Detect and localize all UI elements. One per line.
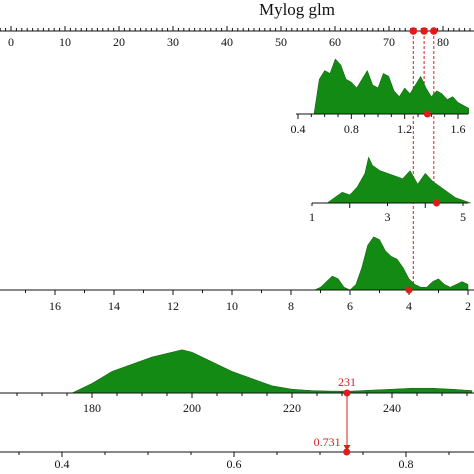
density-b-tick-label: 3 (385, 210, 391, 224)
reversed-scale-tick-label: 14 (108, 299, 120, 313)
value-scale-area (71, 349, 473, 394)
top-scale-tick-label: 70 (383, 35, 395, 49)
reversed-scale-tick-label: 16 (49, 299, 61, 313)
reversed-scale-area (314, 236, 469, 291)
bottom-scale-marker (343, 448, 351, 456)
top-scale-tick-label: 20 (113, 35, 125, 49)
bottom-scale-tick-label: 0.6 (227, 457, 242, 471)
reversed-scale-tick-label: 8 (288, 299, 294, 313)
bottom-scale-tick-label: 0.8 (399, 457, 414, 471)
value-marker-label: 231 (338, 375, 356, 389)
value-scale-tick-label: 220 (283, 401, 301, 415)
value-scale-tick-label: 240 (383, 401, 401, 415)
reversed-scale-tick-label: 4 (406, 299, 412, 313)
top-scale-tick-label: 50 (275, 35, 287, 49)
density-b-marker (433, 199, 441, 207)
tick-labels: 0 10 20 30 40 50 60 70 80 0.4 0.8 1.2 1.6 1 3 5 16 14 12 10… (8, 35, 471, 471)
markers: 231 0.731 (314, 27, 441, 456)
top-scale-tick-label: 40 (221, 35, 233, 49)
value-scale-tick-label: 180 (83, 401, 101, 415)
density-a-tick-label: 0.8 (344, 122, 359, 136)
top-scale-tick-label: 30 (167, 35, 179, 49)
density-b-tick-label: 5 (460, 210, 466, 224)
density-a-tick-label: 0.4 (291, 122, 306, 136)
probability-label: 0.731 (314, 435, 341, 449)
top-scale-tick-label: 80 (437, 35, 449, 49)
reversed-scale-tick-label: 12 (167, 299, 179, 313)
top-scale-marker (409, 27, 418, 35)
density-a-tick-label: 1.2 (397, 122, 412, 136)
density-b-area (312, 156, 471, 204)
reversed-scale-tick-label: 6 (347, 299, 353, 313)
top-scale-tick-label: 0 (8, 35, 14, 49)
density-a-tick-label: 1.6 (451, 122, 466, 136)
top-scale-marker (420, 27, 428, 35)
reversed-scale-marker (405, 286, 413, 294)
projection-arrow-head (343, 445, 351, 451)
top-scale-tick-label: 60 (329, 35, 341, 49)
bottom-scale-tick-label: 0.4 (55, 457, 70, 471)
guide-lines (412, 31, 435, 290)
density-b-tick-label: 1 (309, 210, 315, 224)
reversed-scale-tick-label: 2 (465, 299, 471, 313)
density-a-area (298, 58, 469, 115)
top-scale-tick-label: 10 (59, 35, 71, 49)
chart-title: Mylog glm (259, 0, 335, 19)
density-areas (71, 58, 473, 394)
density-a-marker (423, 110, 431, 118)
top-scale-marker (430, 27, 438, 35)
value-scale-tick-label: 200 (183, 401, 201, 415)
axes (0, 26, 474, 457)
reversed-scale-tick-label: 10 (226, 299, 238, 313)
